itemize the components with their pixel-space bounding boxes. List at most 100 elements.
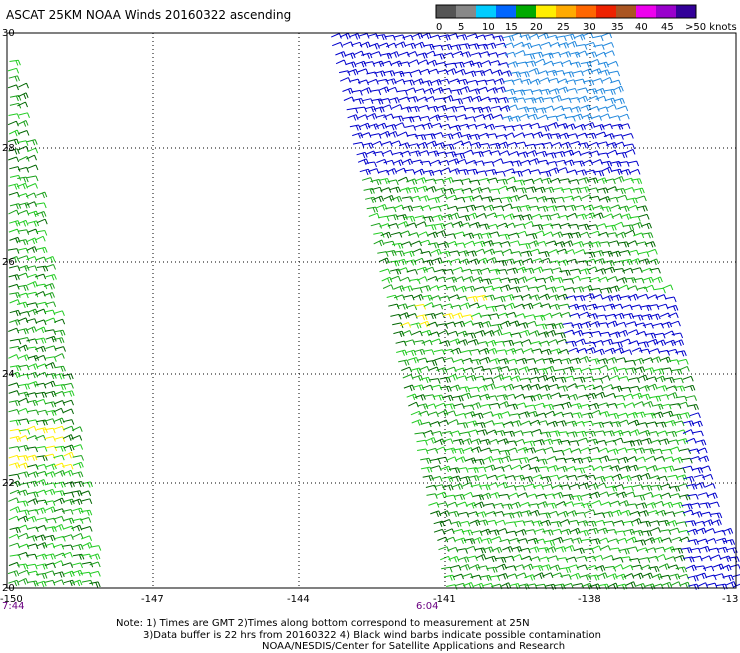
wind-barb	[412, 374, 424, 382]
wind-barb	[408, 232, 420, 238]
wind-barb	[617, 376, 630, 382]
wind-barb	[512, 295, 524, 301]
wind-barb	[535, 493, 547, 500]
wind-barb	[531, 89, 543, 95]
wind-barb	[487, 87, 498, 94]
wind-barb	[497, 573, 509, 580]
wind-barb	[640, 222, 652, 230]
wind-barb	[524, 404, 537, 411]
wind-barb	[367, 78, 379, 85]
wind-barb	[379, 130, 391, 138]
wind-barb	[385, 250, 397, 257]
wind-barb	[534, 402, 546, 409]
wind-barb	[17, 577, 29, 585]
wind-barb	[392, 115, 404, 122]
wind-barb	[349, 33, 361, 40]
wind-barb	[63, 390, 75, 397]
wind-barb	[45, 345, 57, 352]
wind-barb	[557, 123, 569, 130]
wind-barb	[450, 521, 462, 528]
wind-barb	[8, 156, 20, 163]
wind-barb	[437, 241, 450, 249]
wind-barb	[442, 268, 454, 275]
wind-barb	[445, 410, 457, 416]
wind-barb	[649, 395, 662, 402]
wind-barb	[524, 574, 536, 581]
wind-barb	[446, 285, 458, 292]
wind-barb	[521, 214, 533, 221]
wind-barb	[638, 258, 650, 265]
wind-barb	[416, 276, 428, 282]
wind-barb	[671, 456, 683, 464]
wind-barb	[595, 268, 607, 275]
wind-barb	[652, 403, 664, 410]
wind-barb	[430, 78, 442, 86]
wind-barb	[384, 34, 396, 41]
wind-barb	[511, 511, 523, 518]
wind-barb	[44, 534, 56, 542]
wind-barb	[619, 250, 631, 256]
wind-barb	[423, 87, 435, 95]
wind-barb	[422, 216, 434, 223]
wind-barb	[504, 88, 516, 96]
wind-barb	[491, 69, 503, 76]
wind-barb	[599, 113, 611, 119]
wind-barb	[430, 465, 442, 471]
wind-barb	[609, 500, 621, 507]
wind-barb	[25, 515, 37, 523]
wind-barb	[513, 179, 526, 186]
wind-barb	[682, 375, 694, 382]
wind-barb	[17, 435, 29, 441]
wind-barb	[652, 411, 664, 419]
wind-barb	[72, 471, 84, 478]
wind-barb	[518, 457, 530, 464]
wind-barb	[640, 564, 652, 571]
wind-barb	[540, 519, 552, 527]
wind-barb	[563, 375, 575, 382]
wind-barb	[17, 344, 29, 352]
wind-barb	[646, 383, 658, 391]
wind-barb	[494, 304, 507, 310]
wind-barb	[599, 206, 612, 213]
wind-barb	[442, 222, 454, 228]
wind-barb	[665, 430, 678, 438]
wind-barb	[566, 258, 578, 265]
wind-barb	[606, 104, 617, 110]
wind-barb	[564, 123, 576, 130]
wind-barb	[504, 132, 515, 138]
wind-barb	[17, 166, 30, 173]
wind-barb	[527, 367, 539, 374]
wind-barb	[623, 187, 635, 193]
wind-barb	[453, 140, 465, 146]
wind-barb	[528, 456, 540, 463]
wind-barb	[658, 563, 670, 570]
wind-barb	[550, 392, 562, 398]
wind-barb	[345, 61, 357, 68]
wind-barb	[399, 322, 411, 328]
wind-barb	[470, 312, 482, 319]
wind-barb	[471, 233, 483, 240]
wind-barb	[679, 448, 691, 454]
wind-barb	[549, 213, 561, 219]
wind-barb	[9, 428, 22, 435]
wind-barb	[18, 337, 30, 343]
wind-barb	[660, 537, 672, 543]
wind-barb	[438, 295, 451, 302]
wind-barb	[531, 393, 543, 401]
wind-barb	[26, 480, 39, 487]
wind-barb	[410, 367, 422, 374]
wind-barb	[488, 529, 500, 536]
wind-barb	[582, 159, 593, 166]
wind-barb	[539, 77, 551, 83]
wind-barb	[504, 393, 517, 400]
wind-barb	[444, 321, 456, 328]
wind-barb	[532, 474, 544, 480]
wind-barb	[636, 465, 649, 472]
wind-barb	[608, 70, 621, 77]
wind-barb	[449, 430, 461, 437]
wind-barb	[387, 214, 399, 221]
wind-barb	[614, 141, 625, 148]
wind-barb	[89, 553, 101, 560]
wind-barb	[472, 276, 484, 284]
wind-barb	[26, 446, 38, 453]
